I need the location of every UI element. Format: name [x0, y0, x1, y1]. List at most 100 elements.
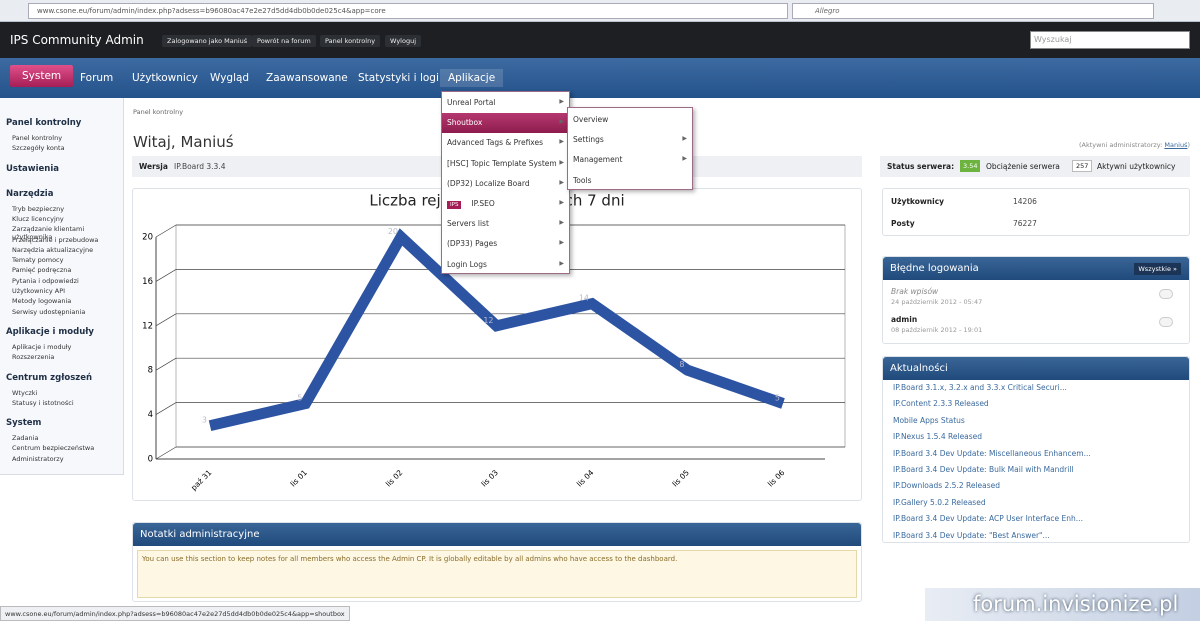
sidebar-heading[interactable]: Ustawienia — [6, 163, 59, 174]
menu-label: Login Logs — [447, 259, 487, 269]
news-link[interactable]: Mobile Apps Status — [893, 415, 965, 425]
sidebar-heading[interactable]: Panel kontrolny — [6, 118, 82, 128]
sidebar-heading[interactable]: Aplikacje i moduły — [6, 326, 94, 337]
nav-item[interactable]: Użytkownicy — [132, 72, 198, 84]
status-label: Status serwera: — [887, 162, 955, 171]
sidebar-link[interactable]: Tematy pomocy — [12, 256, 64, 265]
submenu-item[interactable]: Settings ▶ — [568, 130, 692, 150]
news-link[interactable]: IP.Downloads 2.5.2 Released — [893, 481, 1001, 491]
nav-item[interactable]: System — [10, 65, 74, 87]
news-link[interactable]: IP.Board 3.4 Dev Update: Bulk Mail with … — [893, 465, 1074, 474]
submenu-label: Management — [573, 155, 623, 165]
brand: IPS Community Admin — [10, 33, 144, 47]
sidebar-link[interactable]: Aplikacje i moduły — [12, 342, 72, 351]
sidebar-link[interactable]: Metody logowania — [12, 297, 72, 306]
sidebar-link[interactable]: Administratorzy — [12, 454, 64, 463]
main-nav: System Forum Użytkownicy Wygląd Zaawansowane… — [0, 58, 1200, 98]
sidebar-link[interactable]: Zadania — [12, 434, 39, 443]
header-link[interactable]: Zalogowano jako Maniuś — [162, 35, 253, 47]
news-link[interactable]: IP.Board 3.4 Dev Update: Miscellaneous E… — [893, 448, 1091, 458]
watermark: forum.invisionize.pl — [925, 588, 1200, 621]
news-link[interactable]: IP.Gallery 5.0.2 Released — [893, 497, 986, 507]
news-link[interactable]: IP.Board 3.4 Dev Update: ACP User Interf… — [893, 514, 1083, 524]
menu-item[interactable]: (DP32) Localize Board ▶ — [442, 174, 569, 194]
submenu-item[interactable]: Management ▶ — [568, 150, 692, 170]
toggle[interactable] — [1159, 289, 1173, 299]
nav-item[interactable]: Zaawansowane — [266, 72, 348, 84]
menu-item[interactable]: (DP33) Pages ▶ — [442, 234, 569, 254]
notes-text[interactable]: You can use this section to keep notes f… — [137, 550, 857, 598]
admin-link[interactable]: Maniuś — [1164, 141, 1188, 149]
menu-label: (DP32) Localize Board — [447, 178, 530, 188]
news-link[interactable]: IP.Nexus 1.5.4 Released — [893, 432, 983, 442]
menu-label: [HSC] Topic Template System — [447, 158, 557, 168]
header-link[interactable]: Wyloguj — [385, 35, 421, 47]
news-link[interactable]: IP.Content 2.3.3 Released — [893, 399, 989, 409]
sidebar-link[interactable]: Panel kontrolny — [12, 134, 63, 142]
news-link[interactable]: IP.Board 3.1.x, 3.2.x and 3.3.x Critical… — [893, 383, 1067, 392]
arrow: ▶ — [559, 178, 564, 186]
sidebar-link[interactable]: Zarządzanie klientami użytkownika — [12, 225, 85, 242]
submenu-item[interactable]: Tools — [568, 171, 692, 191]
series-line — [208, 228, 785, 432]
nav-item[interactable]: Wygląd — [210, 72, 250, 84]
panel-title: Aktualności — [890, 363, 948, 374]
sidebar-link[interactable]: Pamięć podręczna — [12, 266, 72, 275]
sidebar-link[interactable]: Szczegóły konta — [12, 144, 65, 153]
menu-item[interactable]: Shoutbox ▶ — [442, 113, 569, 134]
sidebar-link[interactable]: Użytkownicy API — [12, 287, 66, 295]
x-tick-label: paź 31 — [189, 468, 213, 492]
address-bar[interactable]: www.csone.eu/forum/admin/index.php?adses… — [28, 3, 788, 19]
stats-table: Użytkownicy 14206 Posty 76227 — [882, 188, 1190, 236]
sidebar-link[interactable]: Klucz licencyjny — [12, 214, 64, 223]
nav-item[interactable]: Forum — [80, 72, 114, 84]
y-tick-label: 20 — [142, 233, 153, 243]
header-link[interactable]: Panel kontrolny — [320, 35, 381, 47]
nav-item[interactable]: Statystyki i logi — [358, 72, 439, 84]
menu-item[interactable]: Unreal Portal ▶ — [442, 93, 569, 113]
sidebar-link[interactable]: Rozszerzenia — [12, 353, 55, 362]
sidebar-heading[interactable]: Centrum zgłoszeń — [6, 372, 93, 383]
sidebar-link[interactable]: Statusy i istotności — [12, 398, 74, 407]
menu-item[interactable]: Advanced Tags & Prefixes ▶ — [442, 133, 569, 153]
menu-item[interactable]: IPS IP.SEO ▶ — [442, 194, 569, 214]
menu-label: Shoutbox — [447, 118, 483, 128]
menu-item[interactable]: [HSC] Topic Template System ▶ — [442, 154, 569, 174]
submenu: Overview Settings ▶ Management ▶ Tools — [567, 107, 693, 190]
badge: IPS — [447, 201, 462, 209]
arrow: ▶ — [682, 135, 687, 143]
admin-search[interactable]: Wyszukaj — [1030, 31, 1190, 49]
news-link[interactable]: IP.Board 3.4 Dev Update: "Best Answer"..… — [893, 530, 1050, 540]
sidebar-link[interactable]: Pytania i odpowiedzi — [12, 276, 79, 285]
toggle[interactable] — [1159, 317, 1173, 327]
sidebar-link[interactable]: Tryb bezpieczny — [12, 204, 65, 213]
arrow: ▶ — [559, 98, 564, 105]
submenu-item[interactable]: Overview — [568, 110, 692, 130]
x-tick-label: lis 04 — [575, 468, 596, 489]
active-label: Aktywni użytkownicy — [1097, 162, 1176, 171]
grid-line — [155, 224, 177, 238]
sidebar-link[interactable]: Wtyczki — [12, 388, 38, 397]
value-label: 3 — [202, 416, 207, 425]
version-value: IP.Board 3.3.4 — [174, 162, 226, 171]
y-tick-label: 0 — [148, 455, 153, 465]
view-all-button[interactable]: Wszystkie » — [1134, 263, 1181, 275]
load-label: Obciążenie serwera — [986, 162, 1060, 171]
header-link[interactable]: Powrót na forum — [252, 35, 316, 47]
panel-title: Notatki administracyjne — [140, 529, 260, 540]
sidebar-link[interactable]: Narzędzia aktualizacyjne — [12, 245, 94, 254]
sidebar-link[interactable]: Serwisy udostępniania — [12, 307, 86, 316]
menu-item[interactable]: Login Logs ▶ — [442, 255, 569, 275]
sidebar-heading[interactable]: System — [6, 418, 42, 429]
browser-search[interactable]: Allegro — [792, 3, 1154, 19]
nav-item[interactable]: Aplikacje — [440, 69, 504, 87]
sidebar-heading[interactable]: Narzędzia — [6, 188, 54, 199]
arrow: ▶ — [559, 138, 564, 146]
sidebar-link[interactable]: Przełączanie i przebudowa — [12, 235, 99, 244]
breadcrumb[interactable]: Panel kontrolny — [133, 108, 184, 116]
sidebar-link[interactable]: Centrum bezpieczeństwa — [12, 444, 95, 453]
arrow: ▶ — [559, 219, 564, 227]
menu-label: Unreal Portal — [447, 98, 496, 107]
menu-item[interactable]: Servers list ▶ — [442, 214, 569, 234]
